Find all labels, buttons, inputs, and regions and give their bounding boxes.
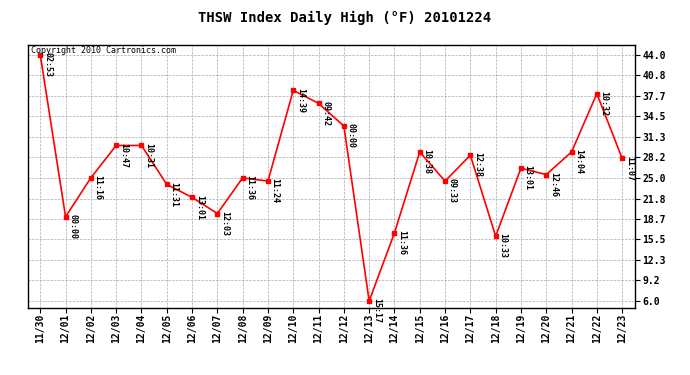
Text: 11:07: 11:07	[625, 156, 634, 181]
Text: 12:03: 12:03	[220, 211, 229, 236]
Text: Copyright 2010 Cartronics.com: Copyright 2010 Cartronics.com	[30, 46, 176, 56]
Text: THSW Index Daily High (°F) 20101224: THSW Index Daily High (°F) 20101224	[199, 11, 491, 26]
Text: 11:31: 11:31	[170, 182, 179, 207]
Text: 14:39: 14:39	[296, 88, 305, 112]
Text: 11:36: 11:36	[246, 175, 255, 200]
Text: 11:16: 11:16	[94, 175, 103, 200]
Text: 11:24: 11:24	[270, 178, 279, 203]
Text: 14:04: 14:04	[574, 149, 583, 174]
Text: 02:53: 02:53	[43, 52, 52, 77]
Text: 10:38: 10:38	[422, 149, 431, 174]
Text: 00:00: 00:00	[68, 214, 77, 239]
Text: 15:17: 15:17	[372, 298, 381, 323]
Text: 10:33: 10:33	[498, 233, 507, 258]
Text: 09:42: 09:42	[322, 100, 331, 126]
Text: 13:01: 13:01	[195, 195, 204, 219]
Text: 10:47: 10:47	[119, 142, 128, 168]
Text: 13:01: 13:01	[524, 165, 533, 190]
Text: 11:36: 11:36	[397, 230, 406, 255]
Text: 10:32: 10:32	[600, 91, 609, 116]
Text: 12:38: 12:38	[473, 152, 482, 177]
Text: 00:00: 00:00	[346, 123, 355, 148]
Text: 09:33: 09:33	[448, 178, 457, 203]
Text: 12:46: 12:46	[549, 172, 558, 197]
Text: 10:31: 10:31	[144, 142, 153, 168]
